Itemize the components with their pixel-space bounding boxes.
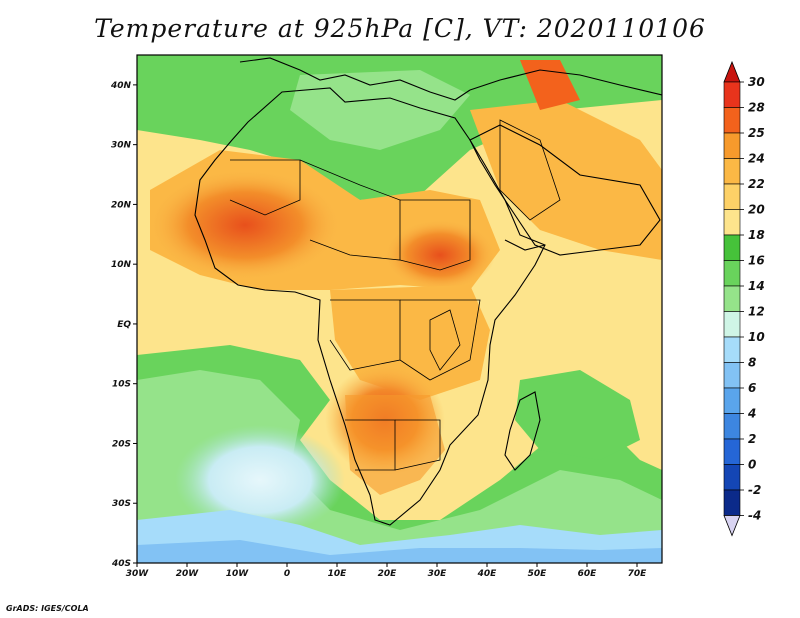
lon-tick-label: 40E [477,569,498,579]
colorbar-label: 0 [748,458,756,472]
europe-coast [239,57,471,101]
colorbar-swatch [723,158,741,185]
borders [229,119,561,471]
colorbar-label: 2 [748,432,756,446]
colorbar-label: 8 [748,356,756,370]
colorbar-swatch [723,464,741,491]
colorbar-swatch [723,234,741,261]
lat-tick-label: EQ [117,320,131,330]
lon-tick-label: 20W [176,569,200,579]
colorbar-swatch [723,438,741,465]
temperature-field [137,55,662,563]
colorbar-label: 20 [748,203,765,217]
map-axes: 30W 20W 10W 0 10E 20E 30E 40E 50E 60E 70E 40N 30N 20N… [110,81,647,579]
colorbar-swatch [723,209,741,236]
asia-coast [469,69,662,96]
colorbar-swatch [723,387,741,414]
colorbar-label: 4 [747,407,756,421]
lon-tick-label: 70E [628,569,648,579]
lat-tick-label: 30S [112,499,131,509]
arabia-coast [469,124,661,256]
lat-tick-label: 40S [111,559,131,569]
colorbar-label: -2 [748,483,761,497]
lat-tick-label: 10S [112,380,131,390]
colorbar-swatch [723,183,741,210]
grads-credit: GrADS: IGES/COLA [6,604,89,613]
colorbar-label: 30 [748,75,765,89]
madagascar-coast [504,391,541,471]
lat-tick-label: 20S [112,439,131,449]
colorbar-swatch [723,260,741,287]
lat-tick-label: 40N [110,81,132,91]
colorbar-label: 25 [748,126,765,140]
colorbar-label: 16 [748,254,765,268]
colorbar-swatch [723,489,741,516]
colorbar-label: 28 [748,101,765,115]
lon-tick-label: 10W [226,569,250,579]
field-indian-green [515,370,640,460]
coastlines [194,57,662,526]
colorbar-swatch [723,132,741,159]
colorbar-swatch [723,311,741,338]
lon-tick-label: 50E [528,569,548,579]
colorbar-top-arrow [723,60,741,83]
lon-tick-label: 30E [428,569,448,579]
field-arabia [470,100,662,260]
colorbar-bottom-arrow [723,515,741,537]
colorbar-swatch [723,362,741,389]
lon-tick-label: 20E [378,569,398,579]
lat-tick-label: 20N [111,200,132,210]
field-sudan-hot [385,220,495,290]
colorbar-label: 24 [748,152,765,166]
lat-tick-label: 30N [111,141,132,151]
lon-tick-label: 60E [578,569,598,579]
colorbar-swatch [723,285,741,312]
colorbar-label: 12 [748,305,765,319]
colorbar-swatch [723,107,741,134]
lon-tick-label: 0 [284,569,290,579]
field-iran [520,60,580,110]
colorbar-label: -4 [748,509,761,523]
colorbar-swatch [723,81,741,108]
colorbar-label: 6 [748,381,756,395]
field-colder-band [137,540,662,563]
field-south-atlantic-cool [175,425,345,535]
horn-coast [504,239,546,251]
plot-frame [136,54,663,564]
colorbar-swatch [723,336,741,363]
colorbar-label: 18 [748,228,765,242]
field-west-africa-hot [150,170,340,280]
colorbar-label: 22 [748,177,765,191]
lon-tick-label: 10E [328,569,348,579]
africa-coast [194,87,546,526]
chart-title: Temperature at 925hPa [C], VT: 202011010… [94,14,706,43]
colorbar-swatch [723,413,741,440]
lat-tick-label: 10N [111,260,132,270]
colorbar-label: 14 [748,279,765,293]
lon-tick-label: 30W [126,569,150,579]
colorbar-label: 10 [748,330,765,344]
